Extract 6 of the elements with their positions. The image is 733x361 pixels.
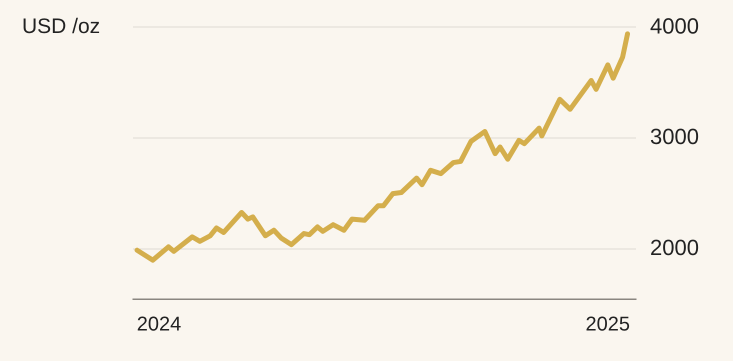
x-tick-label: 2024 xyxy=(136,314,182,336)
x-tick-label: 2025 xyxy=(586,314,630,336)
y-tick-label: 4000 xyxy=(650,13,700,38)
y-tick-label: 3000 xyxy=(650,124,700,150)
y-axis-title: USD /oz xyxy=(22,14,100,38)
y-tick-label: 2000 xyxy=(650,235,700,260)
